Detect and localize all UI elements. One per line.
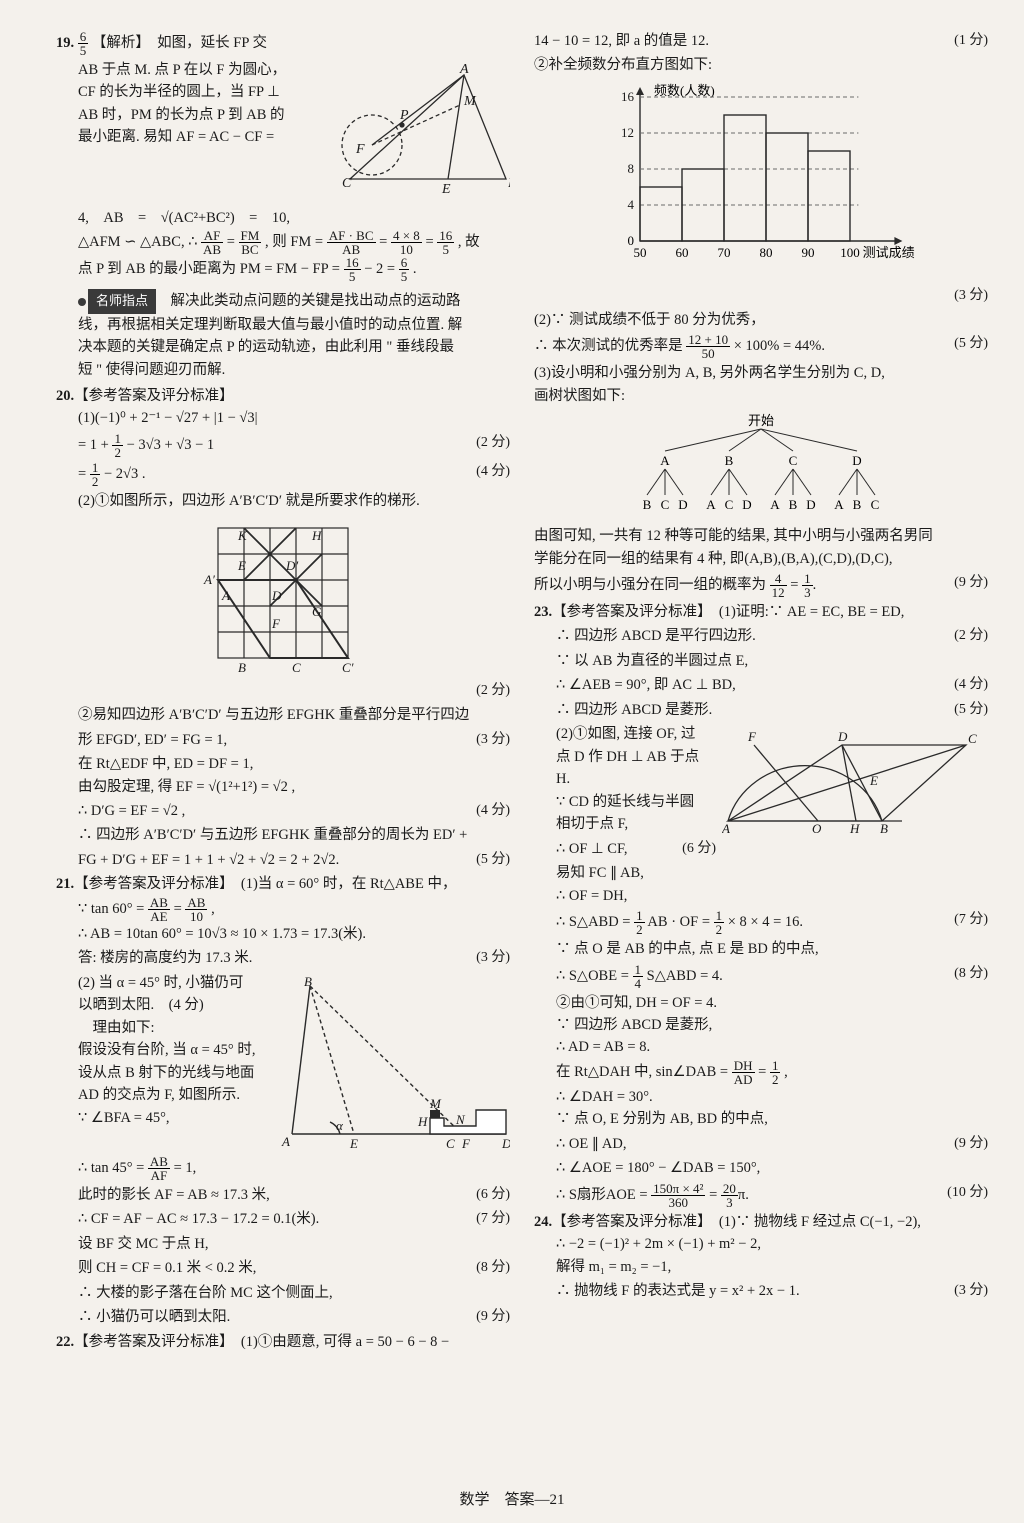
- svg-text:A: A: [459, 63, 469, 77]
- svg-text:E: E: [869, 773, 878, 788]
- svg-text:频数(人数): 频数(人数): [654, 83, 715, 98]
- svg-text:P: P: [399, 108, 409, 123]
- svg-text:D: D: [742, 497, 751, 512]
- svg-text:C′: C′: [342, 660, 354, 675]
- svg-text:C: C: [292, 660, 301, 675]
- q21-figure: A B E CF D MN H α: [280, 976, 510, 1151]
- svg-text:100: 100: [840, 245, 860, 260]
- svg-text:C: C: [725, 497, 734, 512]
- svg-text:D: D: [837, 729, 848, 744]
- svg-text:H: H: [849, 821, 860, 836]
- svg-text:H: H: [417, 1114, 428, 1129]
- svg-text:B: B: [789, 497, 798, 512]
- svg-text:A′: A′: [203, 572, 215, 587]
- page-footer: 数学 答案—21: [0, 1488, 1024, 1509]
- svg-text:A: A: [770, 497, 780, 512]
- svg-text:G: G: [312, 604, 322, 619]
- svg-text:N: N: [455, 1112, 466, 1127]
- svg-text:A: A: [281, 1134, 290, 1149]
- svg-text:A: A: [706, 497, 716, 512]
- svg-text:A: A: [834, 497, 844, 512]
- svg-text:开始: 开始: [748, 413, 774, 428]
- svg-text:D′: D′: [285, 558, 298, 573]
- svg-text:60: 60: [676, 245, 689, 260]
- svg-text:D: D: [501, 1136, 510, 1151]
- q19-ans: 65: [78, 30, 89, 57]
- svg-text:B: B: [853, 497, 862, 512]
- svg-text:B: B: [880, 821, 888, 836]
- svg-text:B: B: [304, 976, 312, 989]
- svg-text:E: E: [349, 1136, 358, 1151]
- svg-text:80: 80: [760, 245, 773, 260]
- q19-num: 19.: [56, 35, 74, 51]
- svg-text:90: 90: [802, 245, 815, 260]
- svg-text:M: M: [429, 1096, 442, 1111]
- svg-text:12: 12: [621, 125, 634, 140]
- svg-text:F: F: [271, 616, 281, 631]
- svg-text:E: E: [237, 558, 246, 573]
- teacher-tip-tag: 名师指点: [88, 289, 156, 313]
- svg-text:70: 70: [718, 245, 731, 260]
- svg-text:D: D: [678, 497, 687, 512]
- histogram: 48121605060708090100频数(人数)测试成绩: [534, 81, 988, 281]
- svg-text:D: D: [271, 588, 282, 603]
- svg-text:C: C: [661, 497, 670, 512]
- q23-num: 23.: [534, 604, 552, 620]
- svg-text:C: C: [789, 453, 798, 468]
- q19-hint-label: 【解析】: [92, 35, 143, 51]
- svg-text:B: B: [725, 453, 734, 468]
- right-column: 14 − 10 = 12, 即 a 的值是 12.(1 分) ②补全频数分布直方…: [534, 28, 988, 1483]
- svg-text:K: K: [237, 528, 248, 543]
- q19-figure: A B C E F M P: [310, 63, 510, 203]
- q24-num: 24.: [534, 1214, 552, 1230]
- svg-text:A: A: [722, 821, 730, 836]
- svg-text:O: O: [812, 821, 822, 836]
- svg-text:F: F: [747, 729, 757, 744]
- q23-figure: A O H B F D C E: [722, 727, 982, 858]
- q22-num: 22.: [56, 1334, 74, 1350]
- left-column: 19. 65 【解析】 如图，延长 FP 交 AB 于点 M. 点 P 在以 F…: [56, 28, 510, 1483]
- svg-text:C: C: [342, 176, 352, 191]
- svg-text:16: 16: [621, 89, 635, 104]
- svg-text:F: F: [355, 142, 365, 157]
- svg-text:A: A: [221, 588, 230, 603]
- tree-diagram: 开始ABCDBACDCABDDABC: [534, 411, 988, 521]
- score: (2 分): [476, 432, 510, 454]
- svg-text:50: 50: [634, 245, 647, 260]
- svg-text:α: α: [336, 1118, 344, 1133]
- svg-text:A: A: [660, 453, 670, 468]
- q20-grid-figure: K H E D′ A′ A D G F B C C′: [56, 516, 510, 676]
- svg-text:H: H: [311, 528, 322, 543]
- q21-num: 21.: [56, 876, 74, 892]
- q20-num: 20.: [56, 388, 74, 404]
- svg-text:C: C: [871, 497, 880, 512]
- svg-text:M: M: [463, 94, 477, 109]
- svg-text:B: B: [508, 176, 510, 191]
- svg-text:4: 4: [628, 197, 635, 212]
- svg-text:C: C: [968, 731, 977, 746]
- svg-text:B: B: [238, 660, 246, 675]
- svg-text:D: D: [806, 497, 815, 512]
- svg-text:测试成绩: 测试成绩: [863, 245, 915, 260]
- svg-text:C: C: [446, 1136, 455, 1151]
- svg-text:E: E: [441, 182, 451, 197]
- svg-text:D: D: [852, 453, 861, 468]
- svg-text:F: F: [461, 1136, 471, 1151]
- svg-text:B: B: [643, 497, 652, 512]
- svg-text:8: 8: [628, 161, 635, 176]
